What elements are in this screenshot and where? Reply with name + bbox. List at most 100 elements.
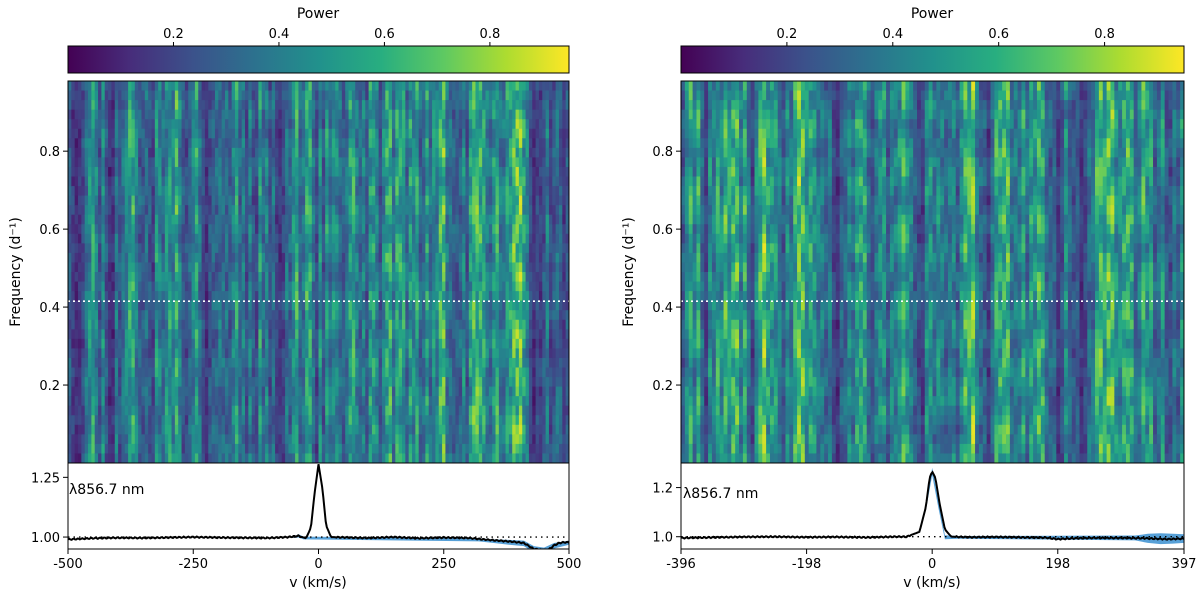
- heatmap-cell: [188, 415, 193, 426]
- heatmap-cell: [255, 377, 259, 388]
- heatmap-cell: [478, 233, 483, 244]
- heatmap-cell: [351, 415, 356, 426]
- heatmap-cell: [291, 386, 296, 397]
- heatmap-cell: [178, 424, 183, 435]
- heatmap-cell: [224, 281, 229, 292]
- heatmap-cell: [438, 214, 443, 225]
- heatmap-cell: [295, 348, 300, 359]
- heatmap-cell: [235, 281, 239, 292]
- heatmap-cell: [171, 90, 176, 101]
- heatmap-cell: [111, 319, 116, 330]
- heatmap-cell: [131, 176, 136, 187]
- heatmap-cell: [261, 338, 266, 349]
- heatmap-cell: [84, 367, 89, 378]
- heatmap-cell: [128, 109, 133, 120]
- heatmap-cell: [151, 157, 156, 168]
- heatmap-cell: [161, 396, 166, 407]
- heatmap-cell: [268, 109, 273, 120]
- heatmap-cell: [328, 453, 333, 463]
- heatmap-cell: [191, 128, 196, 139]
- heatmap-cell: [412, 300, 416, 311]
- heatmap-cell: [281, 281, 286, 292]
- heatmap-cell: [438, 252, 443, 264]
- heatmap-cell: [445, 319, 450, 330]
- heatmap-cell: [111, 310, 116, 321]
- heatmap-cell: [134, 262, 139, 273]
- heatmap-cell: [118, 396, 123, 407]
- heatmap-cell: [458, 310, 463, 321]
- heatmap-cell: [405, 396, 410, 407]
- heatmap-cell: [281, 262, 286, 273]
- heatmap-cell: [138, 367, 143, 378]
- heatmap-cell: [161, 233, 166, 244]
- heatmap-cell: [275, 157, 280, 168]
- heatmap-cell: [348, 233, 353, 244]
- heatmap-cell: [385, 100, 390, 111]
- heatmap-cell: [462, 262, 467, 273]
- heatmap-cell: [465, 453, 470, 463]
- heatmap-cell: [261, 262, 266, 273]
- heatmap-cell: [104, 205, 109, 216]
- heatmap-cell: [331, 109, 336, 120]
- heatmap-cell: [88, 166, 92, 178]
- heatmap-cell: [255, 329, 259, 340]
- heatmap-cell: [245, 243, 249, 254]
- heatmap-cell: [231, 310, 236, 321]
- heatmap-cell: [265, 214, 269, 225]
- heatmap-cell: [228, 310, 233, 321]
- heatmap-cell: [365, 81, 370, 92]
- heatmap-cell: [168, 233, 173, 244]
- heatmap-cell: [114, 243, 119, 254]
- heatmap-cell: [134, 214, 139, 225]
- heatmap-cell: [325, 233, 330, 244]
- heatmap-cell: [368, 443, 373, 455]
- heatmap-cell: [81, 252, 86, 264]
- heatmap-cell: [478, 128, 483, 139]
- heatmap-cell: [398, 377, 403, 388]
- heatmap-cell: [408, 338, 413, 349]
- heatmap-cell: [174, 81, 179, 92]
- heatmap-cell: [358, 310, 363, 321]
- heatmap-cell: [255, 147, 259, 158]
- heatmap-cell: [98, 224, 102, 235]
- heatmap-cell: [108, 357, 113, 369]
- heatmap-cell: [235, 205, 239, 216]
- heatmap-cell: [121, 377, 126, 388]
- heatmap-cell: [375, 386, 380, 397]
- heatmap-cell: [341, 157, 346, 168]
- heatmap-cell: [472, 281, 477, 292]
- heatmap-cell: [311, 233, 316, 244]
- heatmap-cell: [218, 396, 223, 407]
- heatmap-cell: [475, 367, 480, 378]
- heatmap-cell: [295, 319, 300, 330]
- heatmap-cell: [388, 119, 393, 130]
- heatmap-cell: [158, 128, 163, 139]
- heatmap-cell: [164, 272, 169, 283]
- heatmap-cell: [134, 176, 139, 187]
- heatmap-cell: [281, 310, 286, 321]
- heatmap-cell: [124, 119, 129, 130]
- heatmap-cell: [161, 310, 166, 321]
- heatmap-cell: [235, 90, 239, 101]
- heatmap-cell: [335, 291, 340, 302]
- heatmap-cell: [408, 329, 413, 340]
- heatmap-cell: [452, 147, 457, 158]
- heatmap-cell: [144, 443, 149, 455]
- heatmap-cell: [445, 109, 450, 120]
- heatmap-cell: [445, 453, 450, 463]
- heatmap-cell: [398, 310, 403, 321]
- heatmap-cell: [174, 90, 179, 101]
- heatmap-cell: [358, 453, 363, 463]
- heatmap-cell: [468, 434, 473, 445]
- heatmap-cell: [438, 367, 443, 378]
- heatmap-cell: [191, 405, 196, 416]
- heatmap-cell: [335, 300, 340, 311]
- heatmap-cell: [365, 291, 370, 302]
- heatmap-cell: [248, 329, 253, 340]
- heatmap-cell: [268, 224, 273, 235]
- heatmap-cell: [128, 224, 133, 235]
- heatmap-cell: [251, 147, 256, 158]
- heatmap-cell: [198, 138, 203, 149]
- heatmap-cell: [472, 377, 477, 388]
- colorbar-tick-label: 0.6: [374, 27, 395, 42]
